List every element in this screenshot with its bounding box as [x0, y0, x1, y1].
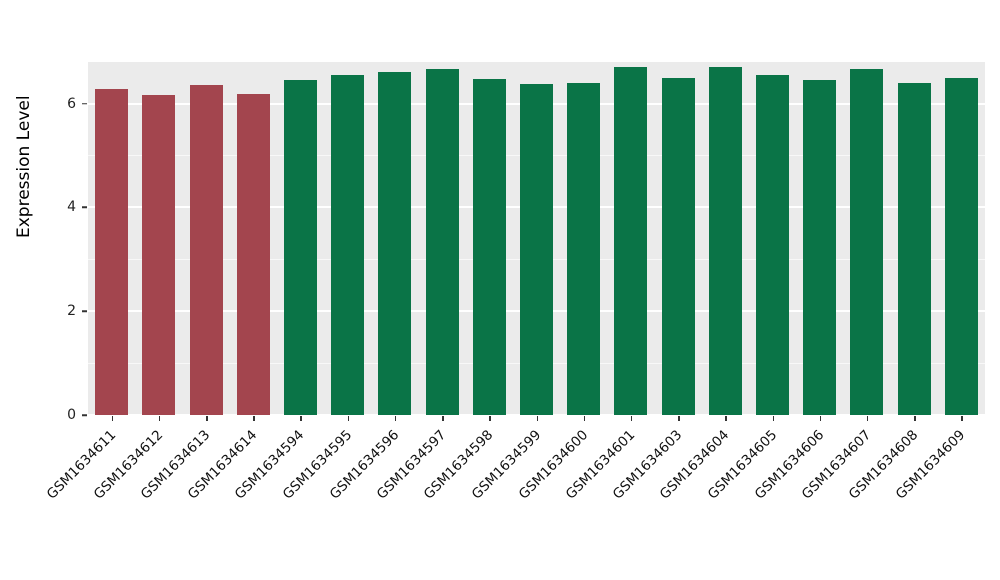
bar-GSM1634606 — [803, 80, 837, 415]
x-tick-mark — [914, 416, 916, 421]
x-tick-mark — [772, 416, 775, 421]
x-tick-mark — [347, 416, 350, 421]
x-tick-mark — [678, 416, 680, 421]
bar-GSM1634604 — [708, 67, 742, 415]
x-tick-mark — [866, 416, 869, 421]
x-tick-mark — [111, 416, 114, 421]
y-tick-label: 2 — [67, 303, 76, 320]
x-tick-mark — [961, 416, 963, 421]
bar-GSM1634596 — [378, 72, 412, 415]
x-tick-mark — [819, 416, 822, 421]
y-axis-title: Expression Level — [14, 95, 34, 238]
bar-GSM1634600 — [567, 82, 601, 415]
bar-GSM1634612 — [142, 94, 176, 415]
y-tick-label: 0 — [67, 407, 76, 423]
x-tick-mark — [725, 416, 727, 421]
y-tick-mark — [82, 206, 87, 209]
x-tick-mark — [630, 416, 633, 421]
bar-GSM1634611 — [95, 89, 129, 415]
x-tick-mark — [394, 416, 397, 421]
x-tick-mark — [536, 416, 538, 421]
bar-GSM1634597 — [425, 68, 459, 415]
bar-GSM1634599 — [519, 84, 554, 415]
x-tick-mark — [583, 416, 586, 421]
y-tick-mark — [82, 102, 87, 105]
bar-GSM1634614 — [236, 93, 270, 415]
bar-GSM1634603 — [661, 77, 695, 415]
x-tick-mark — [300, 416, 302, 421]
x-tick-mark — [489, 416, 491, 421]
y-tick-label: 6 — [67, 95, 76, 112]
x-tick-mark — [206, 416, 208, 421]
bar-GSM1634601 — [614, 67, 648, 415]
bar-GSM1634605 — [756, 74, 790, 415]
gridline-major — [88, 414, 985, 416]
bar-GSM1634613 — [189, 85, 223, 415]
x-tick-mark — [442, 416, 444, 421]
bar-GSM1634609 — [944, 77, 978, 415]
y-tick-label: 4 — [67, 199, 76, 216]
bar-GSM1634595 — [331, 74, 365, 415]
plot-area — [88, 62, 985, 416]
bar-GSM1634594 — [283, 80, 317, 415]
y-tick-mark — [82, 414, 87, 416]
bar-GSM1634607 — [850, 68, 884, 415]
y-tick-mark — [82, 310, 87, 312]
bar-GSM1634608 — [897, 82, 931, 415]
bar-GSM1634598 — [472, 79, 506, 415]
x-tick-mark — [253, 416, 255, 421]
x-tick-mark — [158, 416, 161, 421]
